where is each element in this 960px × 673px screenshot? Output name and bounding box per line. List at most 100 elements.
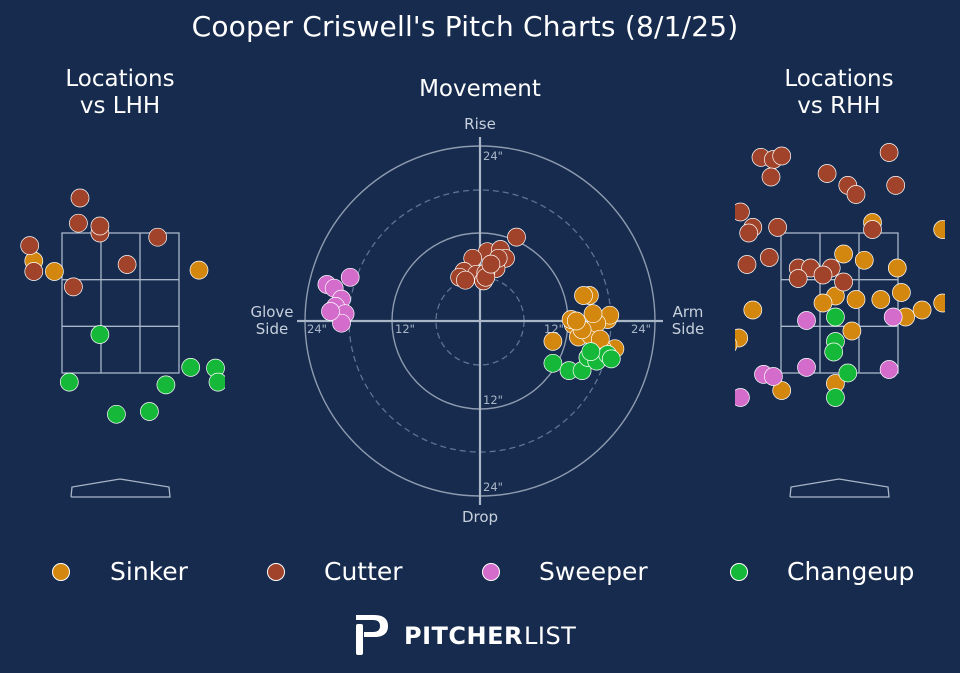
rhh-point-sweeper-6 xyxy=(735,388,750,407)
movement-point-cutter-0 xyxy=(507,227,526,247)
brand-text-bold: PITCHER xyxy=(404,622,523,650)
movement-point-sinker-8 xyxy=(543,332,563,351)
rhh-point-sinker-9 xyxy=(892,283,911,302)
rhh-point-sweeper-5 xyxy=(879,360,899,379)
rhh-point-cutter-15 xyxy=(759,248,779,267)
rhh-point-sinker-4 xyxy=(933,220,945,239)
legend: Sinker Cutter Sweeper Changeup xyxy=(0,555,960,591)
axis-label-drop: Drop xyxy=(462,508,498,526)
lhh-point-cutter-7 xyxy=(117,255,137,274)
rhh-point-sinker-19 xyxy=(735,328,749,348)
lhh-point-changeup-0 xyxy=(90,325,110,344)
movement-point-sweeper-0 xyxy=(340,267,360,287)
ring-label-left-24: 24" xyxy=(307,322,327,336)
rhh-point-changeup-0 xyxy=(826,307,845,327)
rhh-point-sinker-21 xyxy=(772,381,792,400)
pitcherlist-logo-icon xyxy=(356,615,388,655)
lhh-home-plate xyxy=(70,478,171,498)
axis-label-arm-line1: Arm xyxy=(673,303,704,321)
axis-label-glove-line1: Glove xyxy=(250,303,293,321)
rhh-point-sinker-1 xyxy=(834,244,853,264)
movement-point-sinker-14 xyxy=(583,304,603,324)
panel-title-lhh-line2: vs LHH xyxy=(79,93,161,119)
panel-title-lhh: Locations vs LHH xyxy=(20,66,220,120)
rhh-point-cutter-3 xyxy=(879,143,899,162)
legend-swatch-changeup xyxy=(730,563,748,581)
legend-label-cutter: Cutter xyxy=(324,557,403,586)
rhh-point-cutter-20 xyxy=(788,269,808,288)
movement-point-changeup-0 xyxy=(543,353,563,373)
panel-title-rhh-line2: vs RHH xyxy=(797,93,881,119)
rhh-point-cutter-4 xyxy=(761,167,781,187)
rhh-point-sweeper-1 xyxy=(883,307,903,327)
rhh-point-cutter-5 xyxy=(817,164,837,183)
rhh-point-cutter-13 xyxy=(863,220,882,239)
rhh-point-changeup-4 xyxy=(826,388,845,407)
lhh-point-cutter-0 xyxy=(70,188,90,208)
rhh-point-cutter-21 xyxy=(834,272,853,292)
rhh-point-cutter-14 xyxy=(737,255,757,274)
lhh-point-changeup-7 xyxy=(107,404,126,424)
legend-label-changeup: Changeup xyxy=(787,557,915,586)
rhh-point-changeup-3 xyxy=(838,363,858,383)
rhh-point-sweeper-4 xyxy=(797,358,816,377)
rhh-point-sinker-12 xyxy=(871,290,891,309)
lhh-point-changeup-8 xyxy=(140,402,159,421)
lhh-point-changeup-6 xyxy=(208,372,225,392)
rhh-home-plate xyxy=(789,478,890,498)
ring-label-right-12: 12" xyxy=(544,322,564,336)
axis-label-rise: Rise xyxy=(464,115,496,133)
rhh-point-cutter-12 xyxy=(768,218,787,237)
lhh-point-changeup-5 xyxy=(156,375,176,395)
movement-points xyxy=(317,227,625,380)
movement-point-changeup-6 xyxy=(601,349,621,369)
axis-label-arm-line2: Side xyxy=(672,320,704,338)
movement-point-changeup-7 xyxy=(581,342,601,361)
lhh-zone-border xyxy=(61,232,180,374)
legend-swatch-sinker xyxy=(52,563,70,581)
movement-point-sinker-15 xyxy=(566,311,586,331)
rhh-point-cutter-8 xyxy=(886,176,906,195)
ring-label-bottom-12: 12" xyxy=(483,393,503,407)
lhh-point-cutter-3 xyxy=(90,216,110,236)
rhh-point-cutter-11 xyxy=(739,223,759,243)
rhh-points xyxy=(735,143,945,407)
lhh-strike-zone xyxy=(61,232,180,374)
chart-title: Cooper Criswell's Pitch Charts (8/1/25) xyxy=(191,10,739,43)
ring-label-right-24: 24" xyxy=(631,322,651,336)
axis-label-glove-line2: Side xyxy=(256,320,288,338)
rhh-point-sinker-20 xyxy=(735,338,738,352)
legend-label-sinker: Sinker xyxy=(110,557,188,586)
rhh-point-sinker-16 xyxy=(813,293,833,313)
lhh-point-changeup-1 xyxy=(252,341,270,359)
brand-text-light: LIST xyxy=(524,622,577,650)
lhh-point-changeup-4 xyxy=(59,372,79,392)
lhh-point-cutter-4 xyxy=(148,227,168,247)
movement-point-sinker-1 xyxy=(574,286,593,305)
legend-swatch-sweeper xyxy=(482,563,500,581)
movement-point-cutter-11 xyxy=(456,270,475,290)
rhh-point-sinker-3 xyxy=(887,258,907,278)
rhh-point-sweeper-0 xyxy=(797,311,816,330)
rhh-point-sinker-11 xyxy=(933,293,945,313)
rhh-point-cutter-19 xyxy=(813,265,833,285)
panel-title-movement: Movement xyxy=(419,76,541,102)
rhh-point-cutter-9 xyxy=(735,202,750,222)
lhh-point-sinker-1 xyxy=(45,262,64,281)
panel-title-rhh: Locations vs RHH xyxy=(739,66,939,120)
legend-swatch-cutter xyxy=(267,563,285,581)
rhh-point-cutter-7 xyxy=(846,185,866,204)
movement-point-sweeper-6 xyxy=(332,313,351,333)
movement-point-cutter-14 xyxy=(481,254,501,274)
lhh-point-cutter-1 xyxy=(69,213,88,233)
lhh-point-changeup-2 xyxy=(181,358,201,377)
rhh-point-sinker-14 xyxy=(846,290,866,309)
rhh-point-sinker-18 xyxy=(743,300,763,320)
ring-label-bottom-24: 24" xyxy=(483,480,503,494)
lhh-point-cutter-5 xyxy=(20,236,40,255)
rhh-point-changeup-2 xyxy=(824,342,844,362)
rhh-point-cutter-2 xyxy=(772,146,792,166)
lhh-points xyxy=(20,188,270,424)
rhh-point-sweeper-3 xyxy=(764,367,783,386)
